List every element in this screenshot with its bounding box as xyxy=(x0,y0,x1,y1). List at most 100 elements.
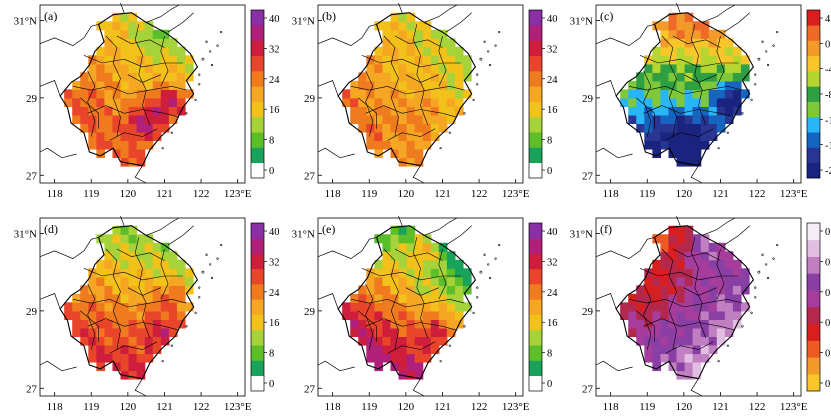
heatmap-cell xyxy=(636,114,645,125)
heatmap-cell xyxy=(96,148,106,159)
neighbour-boundary xyxy=(424,4,458,23)
county-boundary xyxy=(127,287,161,296)
heatmap-cell xyxy=(732,97,742,107)
heatmap-cell xyxy=(128,80,138,90)
heatmap-cell xyxy=(112,259,122,269)
heatmap-cell xyxy=(406,319,416,329)
heatmap-cell xyxy=(676,131,686,142)
heatmap-cell xyxy=(366,336,375,346)
heatmap-cell xyxy=(660,293,670,303)
heatmap-cell xyxy=(414,97,424,107)
panel-frame xyxy=(317,217,524,397)
heatmap-cell xyxy=(676,38,686,48)
heatmap-cell xyxy=(128,131,138,142)
heatmap-cell xyxy=(80,310,89,320)
x-tick-label: 121 xyxy=(156,401,173,413)
county-boundary xyxy=(365,105,458,118)
heatmap-cell xyxy=(414,123,424,133)
heatmap-cell xyxy=(358,285,367,295)
heatmap-cell xyxy=(120,225,130,235)
heatmap-cell xyxy=(716,310,726,320)
heatmap-cell xyxy=(120,259,130,269)
heatmap-cell xyxy=(716,276,726,286)
county-boundary xyxy=(661,248,677,350)
heatmap-cell xyxy=(144,268,154,278)
heatmap-cell xyxy=(64,302,73,312)
heatmap-cell xyxy=(700,276,710,286)
heatmap-cell xyxy=(144,106,154,116)
heatmap-cell xyxy=(358,123,367,133)
island xyxy=(772,257,775,260)
neighbour-boundary xyxy=(424,217,458,236)
y-tick-label: 29 xyxy=(304,93,316,105)
heatmap-cell xyxy=(96,97,106,107)
colorbar-tick-label: 16 xyxy=(547,105,558,116)
y-tick-label: 27 xyxy=(304,383,316,395)
heatmap-cell xyxy=(160,327,170,338)
heatmap-cell xyxy=(636,302,645,312)
heatmap-cell xyxy=(104,123,114,133)
heatmap-cell xyxy=(676,293,686,303)
heatmap-cell xyxy=(438,242,448,252)
heatmap-cell xyxy=(628,97,637,107)
heatmap-cell xyxy=(446,114,456,125)
heatmap-cell xyxy=(652,21,662,31)
heatmap-cell xyxy=(700,293,710,303)
heatmap-cell xyxy=(104,242,114,252)
heatmap-cell xyxy=(628,310,637,320)
heatmap-cell xyxy=(652,80,662,90)
heatmap-cell xyxy=(454,80,464,90)
colorbar-tick-label: -12 xyxy=(825,115,831,126)
heatmap-cell xyxy=(390,251,400,261)
heatmap-cell xyxy=(366,123,375,133)
heatmap-cell xyxy=(700,123,710,133)
neighbour-boundary xyxy=(39,236,99,259)
island xyxy=(198,83,201,86)
heatmap-cell xyxy=(732,310,742,320)
heatmap-cell xyxy=(406,46,416,56)
colorbar-segment xyxy=(251,299,264,315)
heatmap-cell xyxy=(398,344,408,355)
panel-frame xyxy=(317,4,524,184)
heatmap-cell xyxy=(390,46,400,56)
heatmap-cell xyxy=(644,336,653,346)
heatmap-cell xyxy=(374,148,384,159)
heatmap-cell xyxy=(684,148,694,159)
heatmap-cell xyxy=(414,361,424,372)
heatmap-cell xyxy=(112,234,122,244)
county-boundary xyxy=(628,85,743,95)
island xyxy=(487,263,490,266)
heatmap-cell xyxy=(136,157,146,167)
colorbar-segment xyxy=(529,147,542,164)
heatmap-cell xyxy=(128,268,138,278)
heatmap-cell xyxy=(454,63,464,73)
heatmap-cell xyxy=(430,276,440,286)
heatmap-cell xyxy=(644,285,653,295)
heatmap-cell xyxy=(96,353,106,363)
heatmap-cell xyxy=(684,310,694,320)
heatmap-cell xyxy=(708,55,718,65)
heatmap-cell xyxy=(152,55,162,65)
heatmap-cell xyxy=(660,80,670,90)
island xyxy=(170,344,173,347)
colorbar-tick-label: 0 xyxy=(547,379,552,390)
heatmap-cell xyxy=(88,89,97,99)
heatmap-cell xyxy=(88,97,97,107)
heatmap-cell xyxy=(644,114,653,125)
heatmap-cell xyxy=(708,293,718,303)
heatmap-cell xyxy=(676,46,686,56)
heatmap-cell xyxy=(644,310,653,320)
heatmap-cell xyxy=(104,38,114,48)
heatmap-cell xyxy=(676,114,686,125)
heatmap-cell xyxy=(724,72,734,82)
heatmap-cell xyxy=(88,80,97,90)
heatmap-cell xyxy=(700,63,710,73)
heatmap-cell xyxy=(176,72,186,82)
heatmap-cell xyxy=(708,302,718,312)
heatmap-cell xyxy=(398,63,408,73)
heatmap-cell xyxy=(676,21,686,31)
heatmap-cell xyxy=(136,276,146,286)
heatmap-cell xyxy=(422,131,432,142)
heatmap-cell xyxy=(454,72,464,82)
heatmap-cell xyxy=(350,114,359,125)
